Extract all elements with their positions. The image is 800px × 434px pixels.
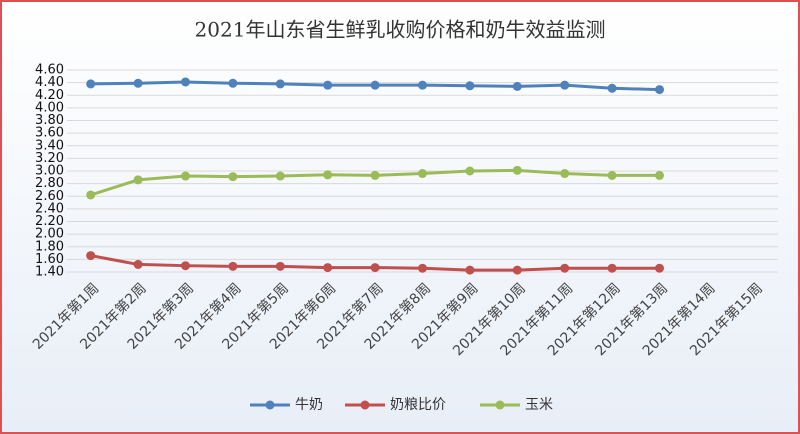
data-point (228, 261, 238, 271)
data-point (465, 81, 475, 91)
data-point (370, 263, 380, 273)
data-point (512, 265, 522, 275)
y-tick-label: 2.80 (35, 176, 64, 191)
y-tick-label: 3.40 (35, 138, 64, 153)
y-tick-label: 1.40 (35, 265, 64, 280)
chart-title: 2021年山东省生鲜乳收购价格和奶牛效益监测 (195, 18, 606, 42)
data-point (86, 79, 96, 89)
y-tick-label: 4.20 (35, 88, 64, 103)
legend-marker (360, 400, 370, 410)
data-point (133, 175, 143, 185)
data-point (418, 263, 427, 273)
data-point (323, 263, 333, 273)
y-tick-label: 3.60 (35, 126, 64, 141)
legend-label: 玉米 (525, 397, 553, 413)
data-point (560, 169, 570, 179)
data-point (370, 80, 380, 90)
data-point (228, 172, 238, 182)
data-point (86, 190, 96, 200)
y-tick-label: 2.00 (35, 227, 64, 242)
data-point (133, 78, 143, 88)
y-tick-label: 3.00 (35, 164, 64, 179)
data-point (607, 263, 617, 273)
y-tick-label: 1.60 (35, 252, 64, 267)
data-point (512, 165, 522, 175)
data-point (655, 263, 664, 273)
y-tick-label: 4.60 (35, 63, 64, 78)
data-point (370, 170, 380, 180)
y-tick-label: 2.60 (35, 189, 64, 204)
data-point (181, 261, 190, 271)
data-point (418, 169, 427, 179)
y-tick-label: 1.80 (35, 239, 64, 254)
y-tick-label: 3.80 (35, 113, 64, 128)
data-point (465, 265, 475, 275)
data-point (607, 170, 617, 180)
data-point (133, 259, 143, 269)
y-tick-label: 2.40 (35, 201, 64, 216)
y-tick-label: 4.00 (35, 100, 64, 115)
data-point (560, 80, 570, 90)
data-point (275, 261, 285, 271)
legend-label: 奶粮比价 (390, 397, 446, 413)
y-tick-label: 4.40 (35, 75, 64, 90)
data-point (275, 79, 285, 89)
data-point (323, 170, 333, 180)
data-point (275, 171, 285, 181)
data-point (655, 170, 664, 180)
data-point (560, 263, 570, 273)
data-point (323, 80, 333, 90)
data-point (228, 78, 238, 88)
data-point (181, 77, 190, 87)
data-point (512, 81, 522, 91)
data-point (86, 251, 96, 261)
legend-marker (495, 400, 505, 410)
y-tick-label: 2.20 (35, 214, 64, 229)
data-point (655, 85, 664, 95)
data-point (465, 166, 475, 176)
data-point (418, 80, 427, 90)
legend-marker (265, 400, 275, 410)
data-point (607, 83, 617, 93)
y-tick-label: 3.20 (35, 151, 64, 166)
legend-label: 牛奶 (295, 397, 323, 413)
data-point (181, 171, 190, 181)
